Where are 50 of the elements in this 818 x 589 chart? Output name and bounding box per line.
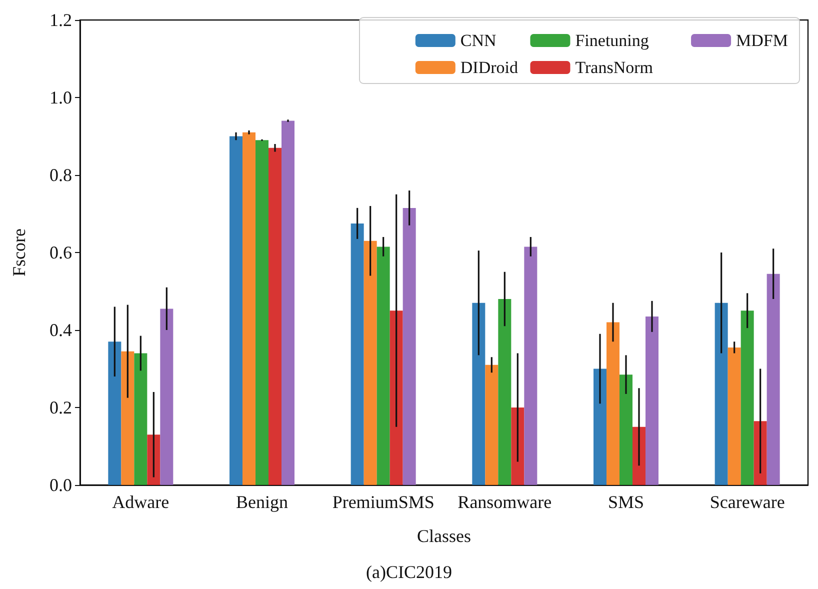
x-tick-label: PremiumSMS — [332, 492, 434, 512]
y-tick-label: 0.0 — [50, 475, 72, 495]
y-tick-label: 1.2 — [50, 10, 72, 30]
bar — [620, 374, 632, 485]
bar — [282, 120, 294, 485]
y-tick-label: 0.4 — [50, 320, 72, 340]
bar — [268, 148, 282, 485]
legend-label: CNN — [460, 31, 496, 50]
bar — [134, 353, 148, 485]
bar — [350, 223, 364, 485]
y-tick-label: 0.2 — [50, 398, 72, 418]
bar — [606, 322, 620, 485]
bar — [147, 434, 160, 485]
x-tick-label: Ransomware — [458, 492, 552, 512]
bar — [740, 310, 754, 485]
bar — [485, 364, 498, 485]
bar — [364, 240, 377, 485]
x-tick-label: Benign — [236, 492, 288, 512]
bar — [524, 246, 538, 485]
y-tick-label: 0.6 — [50, 242, 72, 262]
y-tick-label: 1.0 — [50, 88, 72, 108]
x-tick-label: Adware — [112, 492, 170, 512]
text: (a)CIC2019 — [366, 562, 452, 582]
bar — [472, 302, 486, 485]
bar — [754, 421, 767, 485]
y-axis-title: Fscore — [9, 228, 29, 276]
bar — [511, 408, 524, 485]
bar — [646, 316, 658, 485]
bar — [714, 302, 728, 485]
bar — [402, 208, 416, 485]
legend-label: DIDroid — [460, 58, 518, 77]
bar — [256, 140, 268, 485]
bar — [390, 310, 403, 485]
bar — [242, 132, 256, 485]
bar — [108, 342, 122, 485]
bar — [594, 368, 606, 485]
x-tick-label: Scareware — [710, 492, 785, 512]
legend-label: Finetuning — [575, 31, 650, 50]
x-axis-title: Classes — [417, 526, 471, 546]
bar — [766, 274, 780, 485]
legend-label: MDFM — [736, 31, 788, 50]
bar — [498, 299, 512, 485]
y-tick-label: 0.8 — [50, 165, 72, 185]
bar — [121, 351, 134, 485]
bar — [728, 347, 741, 485]
bar — [230, 136, 242, 485]
x-tick-label: SMS — [608, 492, 644, 512]
legend-label: TransNorm — [575, 58, 654, 77]
bar — [160, 308, 174, 485]
bar — [376, 246, 390, 485]
